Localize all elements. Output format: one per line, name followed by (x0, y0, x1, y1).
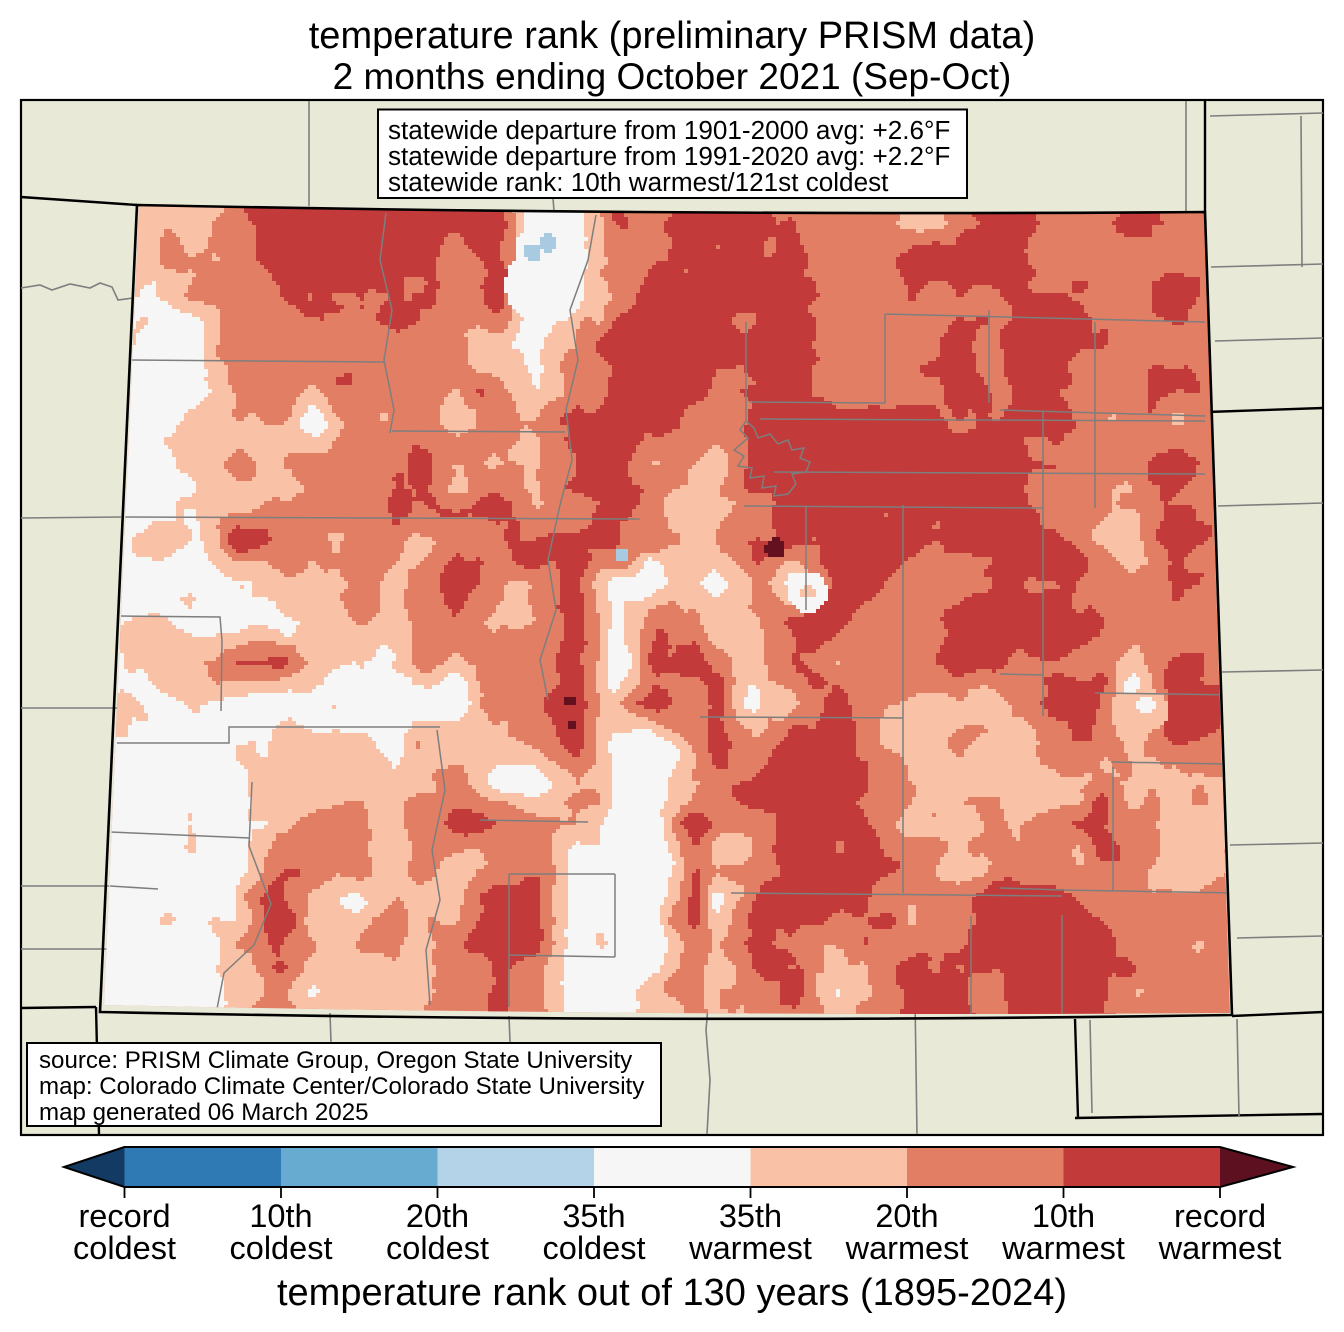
svg-text:warmest: warmest (1158, 1230, 1282, 1266)
svg-text:20th: 20th (875, 1198, 938, 1234)
svg-text:35th: 35th (719, 1198, 782, 1234)
svg-text:coldest: coldest (73, 1230, 176, 1266)
svg-text:map: Colorado Climate Center/C: map: Colorado Climate Center/Colorado St… (39, 1073, 644, 1100)
svg-text:statewide departure from 1901-: statewide departure from 1901-2000 avg: … (388, 115, 950, 145)
svg-text:coldest: coldest (230, 1230, 333, 1266)
svg-text:2 months ending October 2021 (: 2 months ending October 2021 (Sep-Oct) (333, 56, 1012, 97)
svg-text:map generated 06 March 2025: map generated 06 March 2025 (39, 1099, 369, 1126)
svg-text:temperature rank out of 130 ye: temperature rank out of 130 years (1895-… (277, 1272, 1067, 1314)
svg-text:10th: 10th (1032, 1198, 1095, 1234)
svg-text:warmest: warmest (845, 1230, 969, 1266)
svg-text:record: record (1174, 1198, 1266, 1234)
svg-text:record: record (78, 1198, 170, 1234)
svg-text:coldest: coldest (386, 1230, 489, 1266)
svg-text:statewide rank: 10th warmest/1: statewide rank: 10th warmest/121st colde… (388, 167, 889, 197)
svg-text:statewide departure from 1991-: statewide departure from 1991-2020 avg: … (388, 141, 950, 171)
svg-text:warmest: warmest (1001, 1230, 1125, 1266)
svg-text:35th: 35th (562, 1198, 625, 1234)
svg-text:source: PRISM Climate Group, O: source: PRISM Climate Group, Oregon Stat… (39, 1047, 632, 1074)
svg-text:coldest: coldest (543, 1230, 646, 1266)
svg-text:10th: 10th (249, 1198, 312, 1234)
svg-text:warmest: warmest (688, 1230, 812, 1266)
svg-text:temperature rank (preliminary: temperature rank (preliminary PRISM data… (309, 15, 1035, 57)
svg-text:20th: 20th (406, 1198, 469, 1234)
